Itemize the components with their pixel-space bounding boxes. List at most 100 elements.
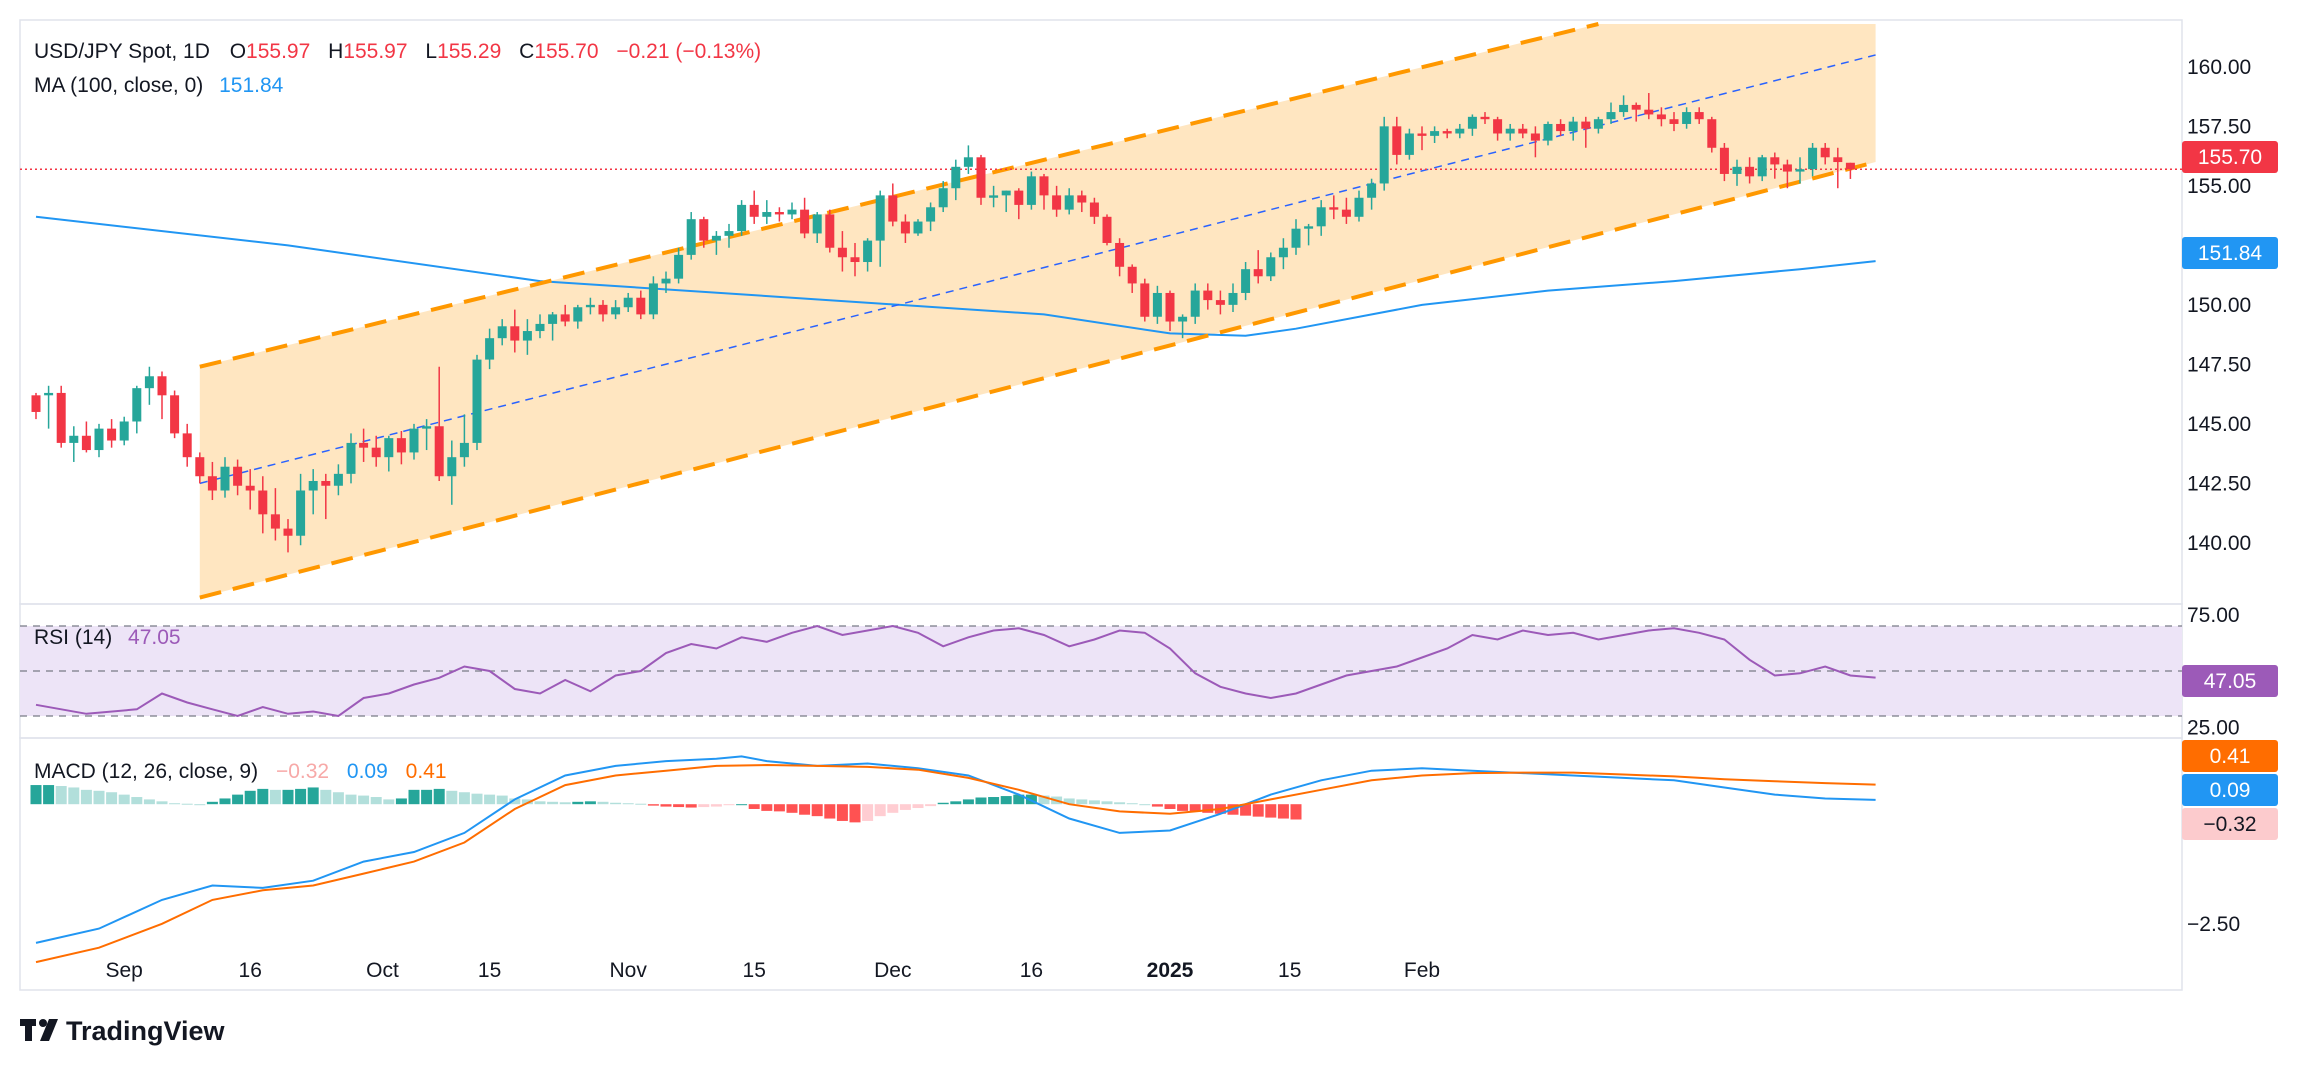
candle [938,181,948,213]
macd-histogram-bar [899,804,911,810]
candle-body [1417,133,1427,136]
candle [1064,188,1074,215]
x-axis-tick-label: Feb [1404,959,1440,982]
candle [560,304,570,327]
x-axis-tick-label: Sep [106,959,143,982]
candle [951,159,961,201]
candle-body [1795,169,1805,172]
macd-histogram-bar [484,794,496,805]
macd-histogram-bar [685,804,697,808]
candle-body [1014,190,1024,205]
macd-histogram-bar [862,804,874,821]
tradingview-logo[interactable]: TradingView [20,1016,226,1046]
candle-body [825,214,835,248]
candle [850,242,860,277]
candle [31,392,41,420]
candle-body [1089,202,1099,217]
candle [1354,190,1364,222]
macd-histogram-bar [1101,801,1113,805]
candle [1077,190,1087,213]
candle [220,457,230,498]
candle [1278,238,1288,270]
candle [900,214,910,243]
candle [611,300,621,320]
candle-body [1178,316,1188,322]
candle-body [1241,269,1251,293]
candle [1165,290,1175,332]
badge-signal: 0.41 [2182,740,2278,772]
candle-body [107,428,117,441]
candle [1530,126,1540,158]
candle [1014,188,1024,220]
candle [1102,214,1112,246]
candle [1656,107,1666,127]
macd-histogram-bar [358,795,370,805]
candle-body [472,359,482,443]
candle [447,440,457,505]
candle-body [699,219,709,241]
candle-body [1656,114,1666,120]
candle [875,190,885,267]
candle [699,216,709,248]
candle-body [1102,216,1112,243]
candle-body [1669,119,1679,124]
candle-body [144,376,154,389]
candle [963,145,973,174]
candle-body [321,480,331,486]
macd-histogram-bar [925,804,937,807]
candle-body [1404,133,1414,155]
candle [762,200,772,224]
signal-line [35,763,1876,964]
candle-body [459,442,469,458]
candle-body [648,283,658,315]
candle [195,452,205,484]
legend-ma-label: MA (100, close, 0) [34,74,203,97]
candle-body [1039,176,1049,196]
legend-price: USD/JPY Spot, 1D O155.97 H155.97 L155.29… [34,40,761,63]
candle [686,212,696,260]
candle [1845,162,1855,179]
candle [245,469,255,510]
candle [1329,195,1339,220]
candle [1820,143,1830,165]
rsi-line [35,624,1876,718]
candle-body [674,254,684,279]
candle-body [1291,228,1301,248]
candle [636,290,646,320]
legend-change: −0.21 (−0.13%) [616,40,761,63]
candle-body [737,204,747,232]
candle [321,473,331,520]
x-axis-tick-label: 16 [1020,959,1043,982]
macd-histogram-bar [773,804,785,812]
candle-body [270,514,280,529]
candle-body [724,231,734,236]
candle [825,209,835,253]
candle [1568,116,1578,141]
macd-histogram-bar [1088,800,1100,805]
candle [233,459,243,496]
candle-body [207,476,217,491]
macd-histogram-bar [244,790,256,805]
candle [774,207,784,222]
candle-body [1115,242,1125,267]
candle [623,292,633,312]
macd-histogram-bar [786,804,798,813]
candle [800,197,810,239]
candle [422,419,432,451]
candle [132,385,142,434]
candle-body [1732,166,1742,174]
macd-histogram-bar [950,801,962,805]
candle-body [409,428,419,453]
candle [1404,128,1414,160]
candle-body [195,457,205,477]
legend-macd-label: MACD (12, 26, close, 9) [34,760,258,783]
candle-body [1606,112,1616,120]
macd-histogram-bar [282,789,294,805]
candle [989,185,999,208]
macd-histogram-bar [698,804,710,808]
macd-histogram-bar [408,789,420,805]
candle [1178,314,1188,339]
macd-histogram-bar [68,787,80,805]
